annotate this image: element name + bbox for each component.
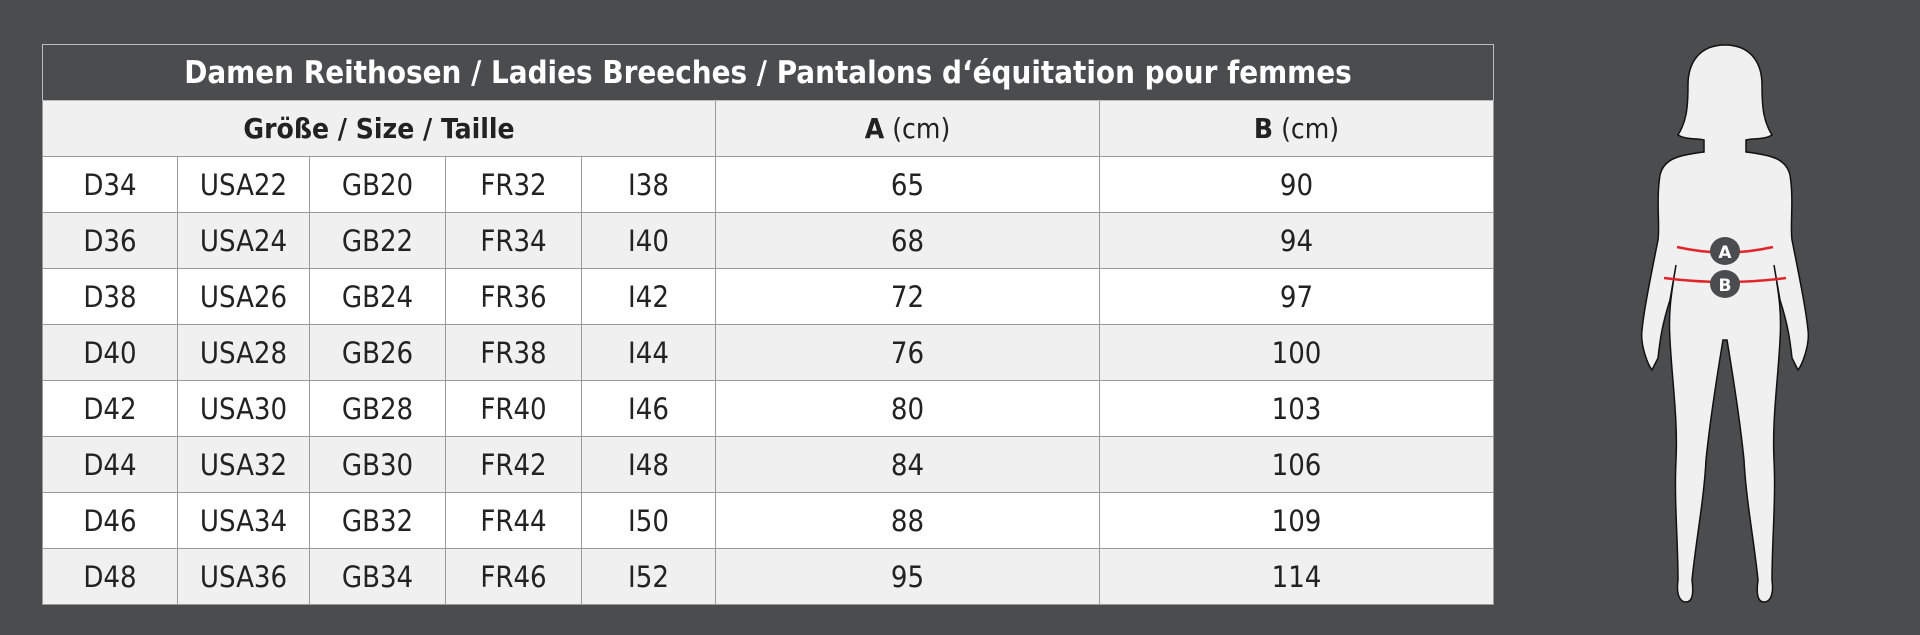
fr-size-cell: FR46 [445, 548, 582, 605]
gb-size-cell: GB30 [309, 436, 446, 493]
usa-size-cell: USA22 [177, 156, 310, 213]
table-row: D48 USA36 GB34 FR46 I52 95 114 [42, 548, 1494, 605]
d-size-cell: D46 [42, 492, 178, 549]
a-cm-cell: 72 [715, 268, 1100, 325]
a-cm-cell: 68 [715, 212, 1100, 269]
b-cm-cell: 90 [1099, 156, 1494, 213]
table-title: Damen Reithosen / Ladies Breeches / Pant… [42, 44, 1494, 101]
fr-size-cell: FR32 [445, 156, 582, 213]
gb-size-cell: GB24 [309, 268, 446, 325]
table-row: D44 USA32 GB30 FR42 I48 84 106 [42, 436, 1494, 493]
d-size-cell: D42 [42, 380, 178, 437]
table-row: D40 USA28 GB26 FR38 I44 76 100 [42, 324, 1494, 381]
d-size-cell: D36 [42, 212, 178, 269]
it-size-cell: I38 [581, 156, 716, 213]
b-cm-cell: 97 [1099, 268, 1494, 325]
a-cm-cell: 84 [715, 436, 1100, 493]
d-size-cell: D40 [42, 324, 178, 381]
gb-size-cell: GB20 [309, 156, 446, 213]
it-size-cell: I50 [581, 492, 716, 549]
gb-size-cell: GB22 [309, 212, 446, 269]
usa-size-cell: USA24 [177, 212, 310, 269]
it-size-cell: I46 [581, 380, 716, 437]
marker-b: B [1710, 270, 1740, 298]
table-row: D46 USA34 GB32 FR44 I50 88 109 [42, 492, 1494, 549]
fr-size-cell: FR44 [445, 492, 582, 549]
d-size-cell: D48 [42, 548, 178, 605]
fr-size-cell: FR38 [445, 324, 582, 381]
body-measurement-figure: A B [1640, 44, 1810, 603]
fr-size-cell: FR42 [445, 436, 582, 493]
a-cm-cell: 80 [715, 380, 1100, 437]
a-cm-cell: 65 [715, 156, 1100, 213]
d-size-cell: D44 [42, 436, 178, 493]
gb-size-cell: GB34 [309, 548, 446, 605]
table-row: D34 USA22 GB20 FR32 I38 65 90 [42, 156, 1494, 213]
usa-size-cell: USA26 [177, 268, 310, 325]
it-size-cell: I52 [581, 548, 716, 605]
gb-size-cell: GB32 [309, 492, 446, 549]
usa-size-cell: USA36 [177, 548, 310, 605]
gb-size-cell: GB26 [309, 324, 446, 381]
usa-size-cell: USA34 [177, 492, 310, 549]
a-cm-cell: 95 [715, 548, 1100, 605]
it-size-cell: I44 [581, 324, 716, 381]
b-header: B (cm) [1099, 100, 1494, 157]
fr-size-cell: FR40 [445, 380, 582, 437]
marker-a: A [1710, 237, 1740, 265]
a-cm-cell: 88 [715, 492, 1100, 549]
body-silhouette [1640, 44, 1810, 603]
table-row: D36 USA24 GB22 FR34 I40 68 94 [42, 212, 1494, 269]
size-header: Größe / Size / Taille [42, 100, 716, 157]
fr-size-cell: FR34 [445, 212, 582, 269]
table-row: D42 USA30 GB28 FR40 I46 80 103 [42, 380, 1494, 437]
gb-size-cell: GB28 [309, 380, 446, 437]
svg-text:B: B [1719, 276, 1732, 296]
table-row: D38 USA26 GB24 FR36 I42 72 97 [42, 268, 1494, 325]
b-cm-cell: 100 [1099, 324, 1494, 381]
usa-size-cell: USA30 [177, 380, 310, 437]
b-cm-cell: 114 [1099, 548, 1494, 605]
b-cm-cell: 94 [1099, 212, 1494, 269]
b-cm-cell: 106 [1099, 436, 1494, 493]
a-cm-cell: 76 [715, 324, 1100, 381]
svg-text:A: A [1718, 243, 1732, 263]
size-chart-table: Damen Reithosen / Ladies Breeches / Pant… [42, 44, 1494, 605]
a-header: A (cm) [715, 100, 1100, 157]
d-size-cell: D34 [42, 156, 178, 213]
it-size-cell: I40 [581, 212, 716, 269]
b-cm-cell: 103 [1099, 380, 1494, 437]
it-size-cell: I48 [581, 436, 716, 493]
d-size-cell: D38 [42, 268, 178, 325]
fr-size-cell: FR36 [445, 268, 582, 325]
usa-size-cell: USA28 [177, 324, 310, 381]
usa-size-cell: USA32 [177, 436, 310, 493]
b-cm-cell: 109 [1099, 492, 1494, 549]
it-size-cell: I42 [581, 268, 716, 325]
